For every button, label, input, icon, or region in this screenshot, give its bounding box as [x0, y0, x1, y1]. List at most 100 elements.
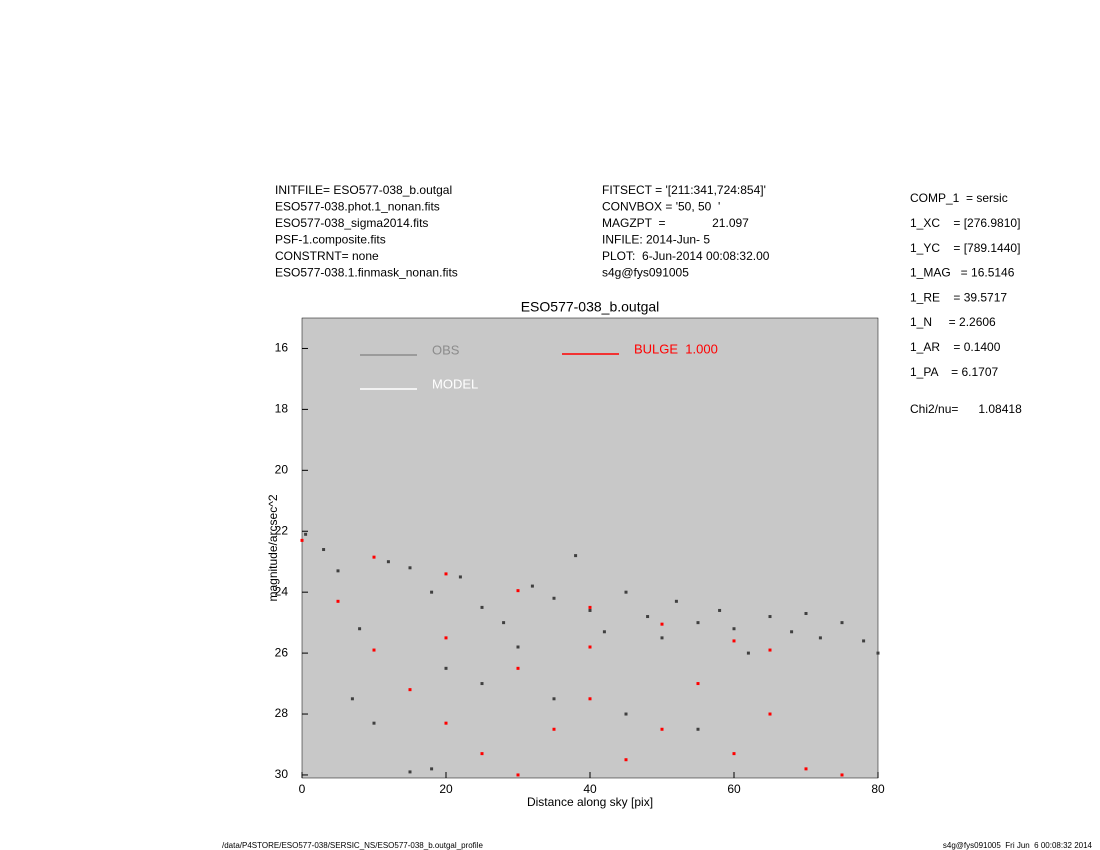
- data-point: [768, 615, 772, 619]
- data-point: [696, 682, 700, 686]
- info-middle: FITSECT = '[211:341,724:854]': [602, 183, 766, 197]
- data-point: [480, 752, 484, 756]
- info-middle: CONVBOX = '50, 50 ': [602, 200, 720, 214]
- data-point: [408, 566, 412, 570]
- data-point: [430, 767, 434, 771]
- y-tick-label: 18: [275, 402, 289, 416]
- x-tick-label: 80: [871, 782, 885, 796]
- data-point: [408, 688, 412, 692]
- data-point: [696, 727, 700, 731]
- data-point: [768, 648, 772, 652]
- data-point: [336, 569, 340, 573]
- info-left: ESO577-038_sigma2014.fits: [275, 216, 428, 230]
- data-point: [444, 572, 448, 576]
- fit-param: 1_YC = [789.1440]: [910, 241, 1020, 255]
- fit-param: 1_RE = 39.5717: [910, 290, 1007, 304]
- data-point: [372, 721, 376, 725]
- data-point: [660, 727, 664, 731]
- data-point: [552, 596, 556, 600]
- data-point: [444, 636, 448, 640]
- data-point: [444, 721, 448, 725]
- legend-label: BULGE 1.000: [634, 341, 718, 356]
- data-point: [336, 599, 340, 603]
- y-tick-label: 24: [275, 584, 289, 598]
- data-point: [804, 611, 808, 615]
- data-point: [516, 645, 520, 649]
- data-point: [588, 605, 592, 609]
- data-point: [876, 651, 880, 655]
- data-point: [458, 575, 462, 579]
- fit-param: 1_MAG = 16.5146: [910, 266, 1015, 280]
- data-point: [732, 627, 736, 631]
- data-point: [624, 712, 628, 716]
- x-tick-label: 40: [583, 782, 597, 796]
- y-tick-label: 26: [275, 645, 289, 659]
- fit-param: 1_XC = [276.9810]: [910, 216, 1020, 230]
- data-point: [530, 584, 534, 588]
- x-tick-label: 0: [299, 782, 306, 796]
- data-point: [552, 697, 556, 701]
- y-tick-label: 20: [275, 462, 289, 476]
- data-point: [840, 621, 844, 625]
- data-point: [602, 630, 606, 634]
- data-point: [732, 752, 736, 756]
- data-point: [372, 555, 376, 559]
- data-point: [818, 636, 822, 640]
- data-point: [660, 636, 664, 640]
- data-point: [386, 560, 390, 564]
- data-point: [480, 682, 484, 686]
- info-left: INITFILE= ESO577-038_b.outgal: [275, 183, 452, 197]
- x-tick-label: 20: [439, 782, 453, 796]
- data-point: [516, 773, 520, 777]
- y-axis-label: magnitude/arcsec^2: [266, 494, 280, 601]
- data-point: [430, 590, 434, 594]
- data-point: [588, 697, 592, 701]
- data-point: [660, 622, 664, 626]
- info-middle: INFILE: 2014-Jun- 5: [602, 233, 710, 247]
- data-point: [408, 770, 412, 774]
- data-point: [300, 538, 304, 542]
- y-tick-label: 22: [275, 523, 289, 537]
- y-tick-label: 16: [275, 341, 289, 355]
- data-point: [516, 589, 520, 593]
- data-point: [372, 648, 376, 652]
- data-point: [804, 767, 808, 771]
- data-point: [718, 608, 722, 612]
- chart-title: ESO577-038_b.outgal: [521, 299, 660, 315]
- data-point: [674, 599, 678, 603]
- data-point: [732, 639, 736, 643]
- info-left: PSF-1.composite.fits: [275, 233, 386, 247]
- footer-left: /data/P4STORE/ESO577-038/SERSIC_NS/ESO57…: [222, 841, 483, 850]
- data-point: [502, 621, 506, 625]
- chi2: Chi2/nu= 1.08418: [910, 402, 1022, 416]
- data-point: [624, 590, 628, 594]
- data-point: [304, 532, 308, 536]
- x-axis-label: Distance along sky [pix]: [527, 795, 653, 809]
- data-point: [444, 666, 448, 670]
- y-tick-label: 28: [275, 706, 289, 720]
- data-point: [480, 605, 484, 609]
- data-point: [350, 697, 354, 701]
- fit-param: 1_AR = 0.1400: [910, 340, 1001, 354]
- footer-right: s4g@fys091005 Fri Jun 6 00:08:32 2014: [943, 841, 1093, 850]
- data-point: [358, 627, 362, 631]
- info-middle: s4g@fys091005: [602, 266, 689, 280]
- data-point: [840, 773, 844, 777]
- fit-param: COMP_1 = sersic: [910, 191, 1008, 205]
- fit-param: 1_N = 2.2606: [910, 315, 996, 329]
- data-point: [746, 651, 750, 655]
- data-point: [588, 608, 592, 612]
- info-left: ESO577-038.1.finmask_nonan.fits: [275, 266, 458, 280]
- data-point: [696, 621, 700, 625]
- x-tick-label: 60: [727, 782, 741, 796]
- fit-param: 1_PA = 6.1707: [910, 365, 999, 379]
- info-left: ESO577-038.phot.1_nonan.fits: [275, 200, 440, 214]
- y-tick-label: 30: [275, 767, 289, 781]
- data-point: [862, 639, 866, 643]
- data-point: [624, 758, 628, 762]
- data-point: [552, 727, 556, 731]
- data-point: [646, 615, 650, 619]
- info-left: CONSTRNT= none: [275, 249, 379, 263]
- info-middle: PLOT: 6-Jun-2014 00:08:32.00: [602, 249, 770, 263]
